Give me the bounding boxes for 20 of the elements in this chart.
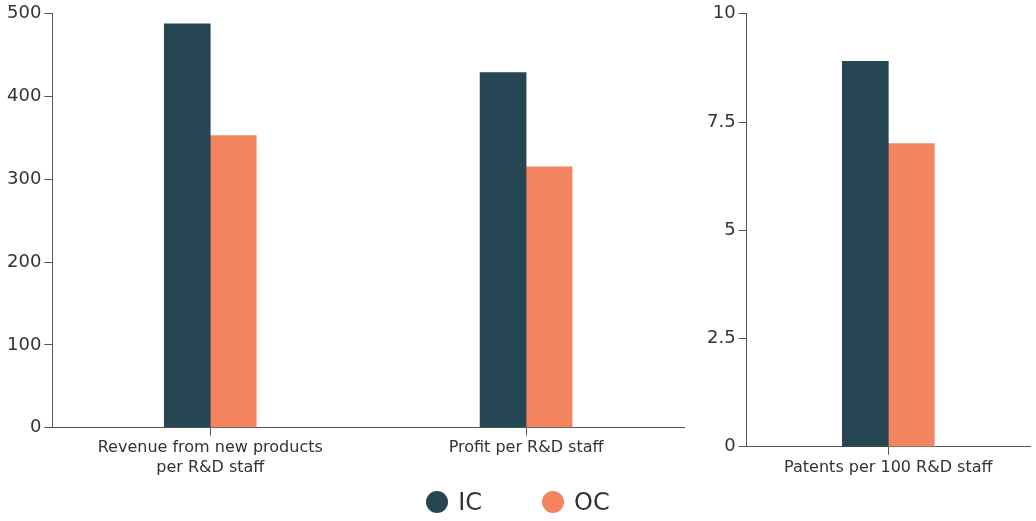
legend-label: IC: [458, 488, 483, 516]
y-tick-label: 5: [724, 217, 736, 239]
bar: [209, 135, 257, 428]
y-tick-label: 100: [7, 332, 42, 354]
bar: [479, 72, 527, 428]
legend-label: OC: [574, 488, 610, 516]
y-tick-label: 200: [7, 249, 42, 271]
x-tick-label: Profit per R&D staff: [448, 437, 605, 457]
y-tick-label: 7.5: [706, 109, 736, 131]
bar: [163, 23, 211, 428]
y-tick-label: 500: [7, 1, 42, 23]
y-tick-label: 2.5: [706, 326, 736, 348]
y-tick-label: 10: [712, 1, 736, 23]
x-tick-label: Patents per 100 R&D staff: [784, 456, 994, 476]
bar: [525, 166, 573, 428]
y-tick-label: 0: [724, 434, 736, 456]
y-tick-label: 300: [7, 166, 42, 188]
y-tick-label: 400: [7, 84, 42, 106]
y-tick-label: 0: [29, 415, 42, 437]
x-tick-label: Revenue from new products per R&D staff: [97, 437, 323, 476]
